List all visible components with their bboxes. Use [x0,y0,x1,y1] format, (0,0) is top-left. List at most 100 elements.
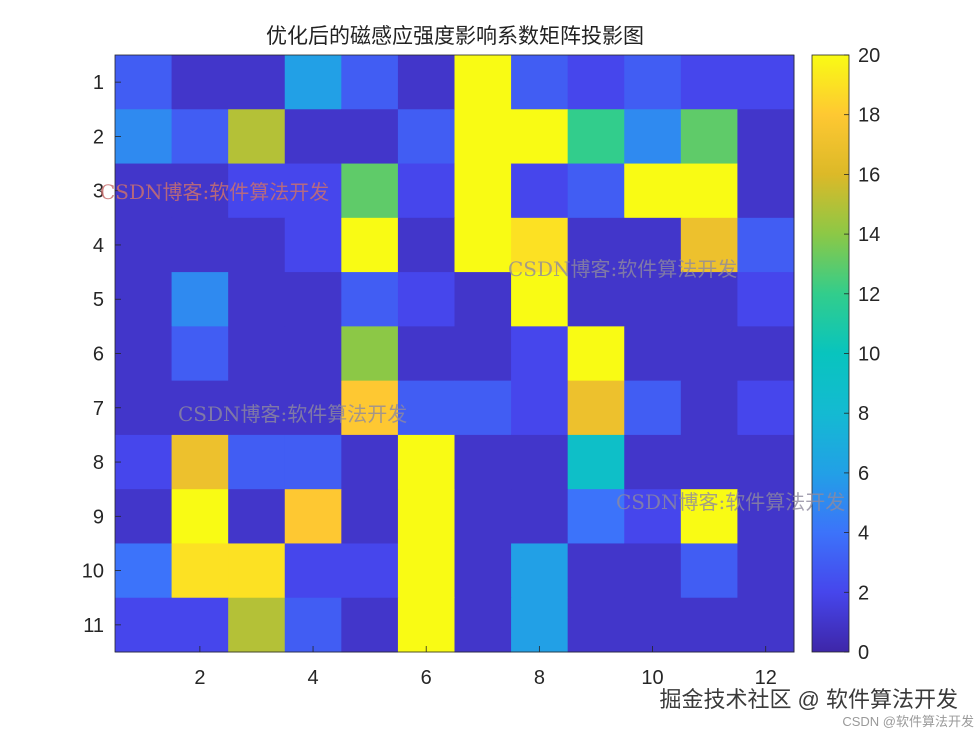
heatmap-cell-r5-c5 [341,272,399,327]
heatmap-cell-r10-c12 [737,543,795,599]
heatmap-cell-r6-c10 [624,326,682,382]
heatmap-cell-r7-c7 [454,380,512,436]
heatmap-cell-r4-c8 [511,217,569,273]
heatmap-cell-r8-c9 [567,434,625,490]
heatmap-cell-r3-c2 [171,163,229,219]
heatmap-cell-r9-c2 [171,489,229,544]
heatmap-cell-r6-c1 [115,326,173,382]
x-tick-label: 2 [194,667,205,689]
heatmap-cell-r3-c7 [454,163,512,219]
heatmap-cell-r6-c2 [171,326,229,382]
heatmap-cell-r3-c9 [567,163,625,219]
heatmap-cell-r8-c12 [737,434,795,490]
colorbar-tick-label: 16 [858,164,880,186]
heatmap-cell-r1-c5 [341,55,399,110]
heatmap-cell-r1-c8 [511,55,569,110]
heatmap-cell-r9-c6 [397,489,455,544]
heatmap-cell-r1-c10 [624,55,682,110]
colorbar: 0 2 4 6 8 10 12 14 16 18 20 [811,45,880,664]
heatmap-cell-r8-c3 [228,434,286,490]
heatmap-cell-r5-c3 [228,272,286,327]
watermark-1: CSDN博客:软件算法开发 [100,180,329,204]
heatmap-cell-r1-c6 [397,55,455,110]
x-tick-label: 12 [755,667,777,689]
heatmap-cell-r5-c9 [567,272,625,327]
heatmap-cell-r2-c7 [454,109,512,165]
heatmap-cell-r9-c3 [228,489,286,544]
heatmap-cell-r10-c1 [115,543,173,599]
y-tick-label: 8 [93,452,104,474]
heatmap-cell-r1-c4 [284,55,342,110]
heatmap-cell-r4-c6 [397,217,455,273]
heatmap-cell-r6-c3 [228,326,286,382]
heatmap-cell-r1-c7 [454,55,512,110]
heatmap-cell-r4-c11 [680,217,738,273]
heatmap-cell-r9-c11 [680,489,738,544]
colorbar-tick-label: 8 [858,403,869,425]
heatmap-cell-r7-c11 [680,380,738,436]
heatmap-cell-r1-c1 [115,55,173,110]
heatmap-cell-r9-c10 [624,489,682,544]
heatmap-cell-r7-c12 [737,380,795,436]
watermarks: CSDN博客:软件算法开发 CSDN博客:软件算法开发 CSDN博客:软件算法开… [100,180,845,514]
y-tick-label: 6 [93,344,104,366]
heatmap-cell-r6-c5 [341,326,399,382]
heatmap-cell-r10-c3 [228,543,286,599]
heatmap-cell-r6-c7 [454,326,512,382]
colorbar-tick-label: 20 [858,45,880,67]
heatmap-cell-r9-c12 [737,489,795,544]
heatmap-cell-r1-c9 [567,55,625,110]
heatmap-cell-r7-c4 [284,380,342,436]
heatmap-cell-r4-c12 [737,217,795,273]
y-tick-label: 11 [83,615,104,637]
heatmap-cell-r5-c7 [454,272,512,327]
heatmap-cell-r5-c2 [171,272,229,327]
heatmap-cell-r7-c6 [397,380,455,436]
heatmap-cell-r3-c12 [737,163,795,219]
footer-credit-small: CSDN @软件算法开发 [842,714,974,729]
heatmap-cell-r3-c4 [284,163,342,219]
colorbar-gradient [812,55,849,652]
heatmap-cell-r7-c10 [624,380,682,436]
heatmap-cell-r7-c5 [341,380,399,436]
x-tick-label: 4 [307,667,318,689]
heatmap-cell-r7-c1 [115,380,173,436]
heatmap-cell-r4-c3 [228,217,286,273]
colorbar-tick-label: 10 [858,344,880,366]
x-axis: 2 4 6 8 10 12 [194,646,777,689]
heatmap-cell-r10-c9 [567,543,625,599]
watermark-3: CSDN博客:软件算法开发 [178,402,407,426]
heatmap-cell-r5-c11 [680,272,738,327]
heatmap-cell-r7-c9 [567,380,625,436]
footer-credit: 掘金技术社区 @ 软件算法开发 [659,687,958,712]
heatmap-cell-r9-c5 [341,489,399,544]
heatmap-cell-r6-c11 [680,326,738,382]
heatmap-cell-r11-c9 [567,597,625,653]
heatmap-cell-r3-c3 [228,163,286,219]
heatmap-cell-r4-c9 [567,217,625,273]
heatmap-cell-r6-c6 [397,326,455,382]
heatmap-cell-r9-c4 [284,489,342,544]
heatmap-cell-r1-c2 [171,55,229,110]
heatmap-cell-r10-c6 [397,543,455,599]
heatmap-cell-r8-c6 [397,434,455,490]
heatmap-cell-r11-c1 [115,597,173,653]
heatmap-cell-r1-c3 [228,55,286,110]
colorbar-tick-label: 0 [858,642,869,664]
heatmap-cell-r2-c6 [397,109,455,165]
colorbar-tick-label: 4 [858,523,869,545]
heatmap-cell-r6-c8 [511,326,569,382]
heatmap-cell-r8-c2 [171,434,229,490]
heatmap-cell-r6-c12 [737,326,795,382]
y-tick-label: 4 [93,235,104,257]
heatmap-cell-r2-c10 [624,109,682,165]
heatmap-cell-r9-c9 [567,489,625,544]
y-axis: 1 2 3 4 5 6 7 8 9 10 11 [82,72,121,637]
heatmap-cell-r2-c8 [511,109,569,165]
heatmap-cell-r3-c10 [624,163,682,219]
heatmap-cell-r11-c5 [341,597,399,653]
heatmap-cell-r9-c8 [511,489,569,544]
colorbar-tick-label: 6 [858,463,869,485]
heatmap-cell-r6-c9 [567,326,625,382]
